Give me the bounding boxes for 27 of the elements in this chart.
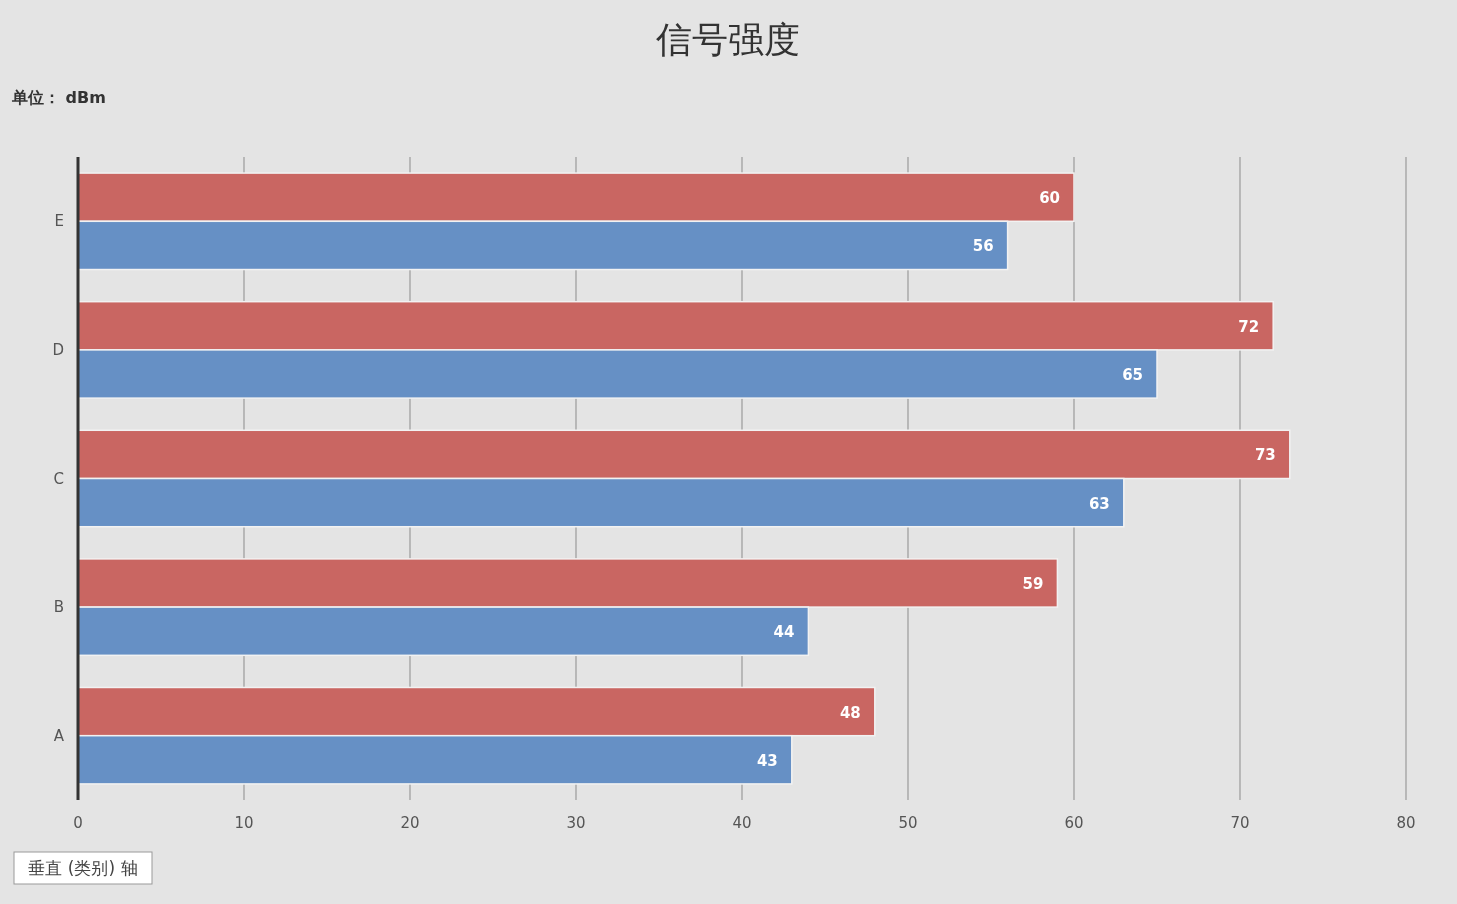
- x-tick-label: 20: [400, 814, 420, 832]
- text: 垂直 (类别) 轴: [28, 858, 138, 878]
- y-tick-label: A: [53, 726, 65, 745]
- chart-subtitle: 单位： dBm: [11, 88, 106, 107]
- data-label: 56: [972, 237, 994, 256]
- y-tick-label: E: [54, 212, 64, 231]
- y-tick-label: B: [53, 598, 64, 617]
- x-tick-label: 30: [566, 814, 586, 832]
- data-label: 72: [1238, 317, 1260, 336]
- x-tick-label: 10: [234, 814, 254, 832]
- data-label: 44: [773, 623, 795, 642]
- x-tick-label: 60: [1064, 814, 1084, 832]
- data-label: 63: [1088, 494, 1110, 513]
- data-label: 48: [839, 703, 861, 722]
- y-tick-label: D: [52, 340, 64, 359]
- x-tick-label: 0: [73, 814, 83, 832]
- data-label: 65: [1122, 366, 1143, 385]
- y-tick-label: C: [53, 469, 64, 488]
- x-tick-label: 40: [732, 814, 752, 832]
- x-tick-label: 70: [1230, 814, 1250, 832]
- data-label: 73: [1254, 446, 1276, 465]
- data-label: 59: [1022, 574, 1044, 593]
- chart-title: 信号强度: [656, 19, 800, 60]
- data-label: 60: [1039, 189, 1060, 208]
- x-tick-label: 80: [1396, 814, 1416, 832]
- x-tick-label: 50: [898, 814, 918, 832]
- data-label: 43: [756, 751, 778, 770]
